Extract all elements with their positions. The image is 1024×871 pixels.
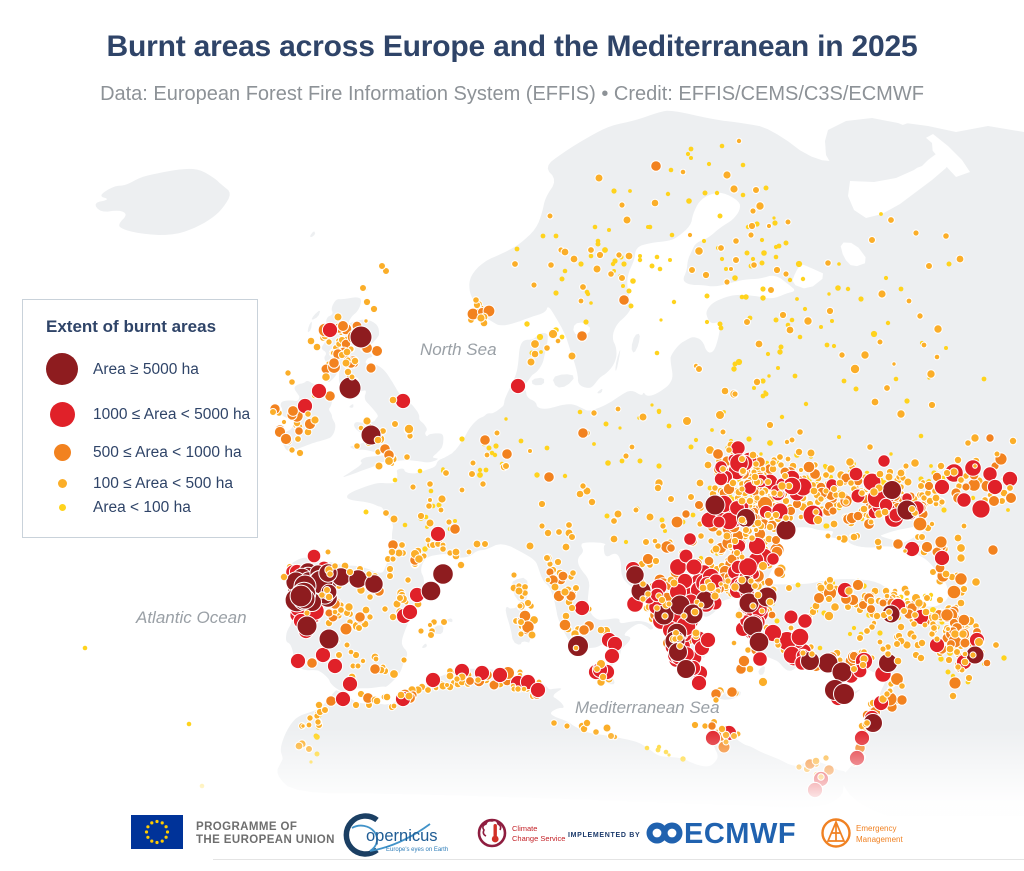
svg-text:Management: Management bbox=[856, 835, 903, 844]
svg-text:Change Service: Change Service bbox=[512, 834, 565, 843]
svg-text:Europe's eyes on Earth: Europe's eyes on Earth bbox=[386, 847, 448, 853]
svg-text:Atlantic Ocean: Atlantic Ocean bbox=[135, 608, 247, 627]
svg-text:PROGRAMME OF: PROGRAMME OF bbox=[196, 821, 297, 833]
svg-text:Climate: Climate bbox=[512, 824, 537, 833]
svg-text:ECMWF: ECMWF bbox=[684, 818, 796, 850]
svg-text:THE EUROPEAN UNION: THE EUROPEAN UNION bbox=[196, 834, 335, 846]
svg-text:opernicus: opernicus bbox=[366, 827, 438, 845]
svg-text:Mediterranean Sea: Mediterranean Sea bbox=[575, 698, 720, 717]
svg-text:North Sea: North Sea bbox=[420, 340, 497, 359]
svg-text:IMPLEMENTED BY: IMPLEMENTED BY bbox=[568, 832, 640, 839]
svg-text:Emergency: Emergency bbox=[856, 824, 896, 833]
